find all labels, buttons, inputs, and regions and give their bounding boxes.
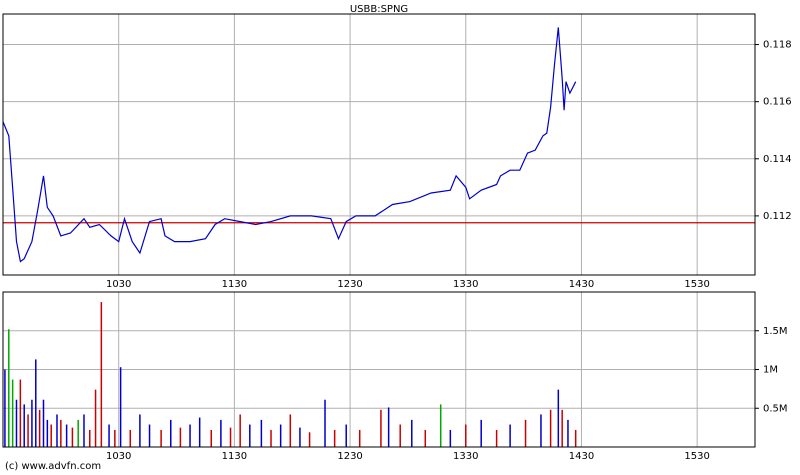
volume-bar [387, 407, 390, 447]
y-tick-label: 0.116 [763, 97, 792, 108]
volume-bar [8, 329, 10, 447]
plot-area [3, 14, 755, 275]
volume-bar [249, 424, 251, 447]
y-tick-label: 1.5M [763, 326, 788, 337]
volume-bar [540, 414, 542, 447]
x-tick-label: 1130 [222, 451, 247, 462]
x-tick-label: 1230 [337, 279, 362, 290]
volume-bar [509, 424, 511, 447]
volume-bar [139, 414, 141, 447]
y-tick-label: 1M [763, 365, 778, 376]
volume-bar [239, 414, 241, 447]
volume-bar [65, 424, 68, 447]
volume-bar [308, 432, 311, 447]
volume-bar [11, 379, 14, 447]
volume-bar [299, 427, 301, 447]
volume-bar [60, 419, 62, 447]
volume-bar [19, 379, 22, 447]
volume-bar [210, 429, 212, 447]
volume-bar [270, 429, 272, 447]
volume-bar [119, 367, 122, 447]
volume-bar [27, 414, 29, 447]
volume-bar [129, 429, 132, 447]
y-tick-label: 0.118 [763, 40, 792, 51]
x-tick-label: 1430 [569, 279, 594, 290]
volume-bar [333, 429, 336, 447]
volume-bar [324, 399, 326, 447]
volume-bar [160, 429, 162, 447]
x-tick-label: 1530 [684, 279, 709, 290]
volume-bar [465, 424, 467, 447]
volume-bar [100, 302, 103, 447]
volume-bar [94, 389, 97, 447]
volume-bar [42, 399, 45, 447]
volume-bar [567, 419, 569, 447]
volume-bar [549, 409, 552, 447]
volume-bar [439, 404, 442, 447]
volume-bar [557, 389, 560, 447]
x-tick-label: 1330 [453, 279, 478, 290]
chart-title: USBB:SPNG [350, 4, 408, 15]
y-tick-label: 0.114 [763, 154, 792, 165]
volume-bar [31, 399, 33, 447]
volume-bar [23, 404, 25, 447]
volume-bar [4, 369, 6, 447]
volume-bar [56, 414, 58, 447]
volume-bar [71, 427, 74, 447]
volume-bar [574, 429, 577, 447]
volume-bar [424, 429, 427, 447]
x-tick-label: 1530 [684, 451, 709, 462]
volume-bar [495, 429, 498, 447]
volume-bar [170, 419, 172, 447]
volume-bar [411, 419, 413, 447]
y-tick-label: 0.112 [763, 211, 792, 222]
volume-bar [83, 414, 85, 447]
volume-bar [260, 419, 263, 447]
volume-bar [289, 414, 292, 447]
volume-bar [399, 424, 401, 447]
volume-bar [220, 419, 222, 447]
volume-bar [108, 424, 110, 447]
volume-bar [198, 417, 201, 447]
volume-bar [229, 427, 232, 447]
volume-bar [77, 419, 79, 447]
volume-bar [38, 409, 41, 447]
volume-bar [345, 424, 347, 447]
volume-bar [189, 424, 191, 447]
x-tick-label: 1030 [106, 279, 131, 290]
volume-bar [50, 424, 52, 447]
x-tick-label: 1130 [222, 279, 247, 290]
volume-bar [148, 424, 151, 447]
volume-bar [358, 429, 361, 447]
x-tick-label: 1030 [106, 451, 131, 462]
x-tick-label: 1430 [569, 451, 594, 462]
volume-bar [480, 419, 482, 447]
volume-bar [15, 399, 18, 447]
volume-bar [380, 409, 382, 447]
volume-bar [449, 429, 452, 447]
volume-bar [46, 419, 49, 447]
x-tick-label: 1230 [337, 451, 362, 462]
volume-bar [524, 419, 527, 447]
y-tick-label: 0.5M [763, 403, 788, 414]
footer: (c) www.advfn.com [5, 461, 101, 472]
volume-bar [114, 429, 116, 447]
volume-bar [179, 427, 182, 447]
plot-frame [2, 13, 756, 276]
volume-bar [561, 409, 563, 447]
volume-bar [279, 424, 282, 447]
plot-frame [2, 291, 756, 448]
x-tick-label: 1330 [453, 451, 478, 462]
volume-bar [89, 429, 91, 447]
price-line [2, 27, 577, 263]
volume-bar [35, 359, 37, 447]
